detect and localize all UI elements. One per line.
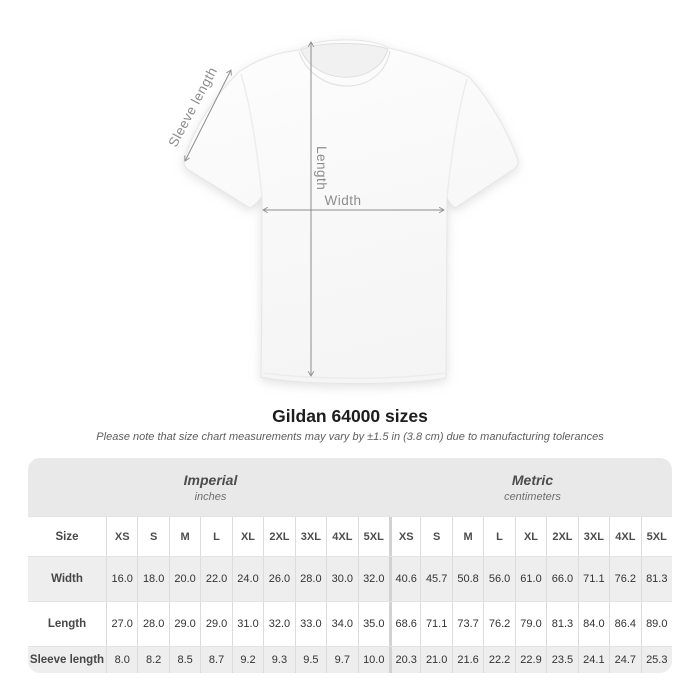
size-header-imperial: S [137, 517, 168, 556]
value-cell-imperial: 22.0 [200, 557, 231, 601]
size-header-imperial: XS [106, 517, 137, 556]
value-cell-metric: 66.0 [546, 557, 577, 601]
value-cell-imperial: 8.7 [200, 647, 231, 673]
size-header-metric: 2XL [546, 517, 577, 556]
size-header-imperial: L [200, 517, 231, 556]
value-cell-metric: 22.2 [483, 647, 514, 673]
table-row-sleeve-length: Sleeve length 8.0 8.2 8.5 8.7 9.2 9.3 9.5 9.7 10.… [28, 646, 672, 673]
value-cell-metric: 20.3 [389, 647, 420, 673]
size-header-metric: S [420, 517, 451, 556]
value-cell-metric: 23.5 [546, 647, 577, 673]
value-cell-metric: 73.7 [451, 602, 483, 646]
imperial-header: Imperial inches [28, 458, 393, 516]
row-label: Sleeve length [29, 654, 105, 666]
size-header-metric: L [483, 517, 514, 556]
tshirt-illustration [183, 39, 519, 384]
value-cell-metric: 50.8 [451, 557, 483, 601]
size-header-metric: M [451, 517, 483, 556]
value-cell-metric: 25.3 [640, 647, 672, 673]
row-label: Width [51, 573, 83, 585]
value-cell-imperial: 8.0 [106, 647, 137, 673]
value-cell-imperial: 35.0 [357, 602, 389, 646]
value-cell-imperial: 32.0 [263, 602, 294, 646]
imperial-label: Imperial [183, 471, 238, 488]
value-cell-imperial: 32.0 [357, 557, 389, 601]
value-cell-imperial: 9.5 [294, 647, 326, 673]
value-cell-metric: 81.3 [640, 557, 672, 601]
size-header-imperial: XL [231, 517, 263, 556]
value-cell-metric: 89.0 [640, 602, 672, 646]
value-cell-imperial: 9.7 [326, 647, 357, 673]
size-header-metric: XS [389, 517, 420, 556]
size-header-metric: 4XL [609, 517, 640, 556]
page-subtitle: Please note that size chart measurements… [96, 431, 604, 443]
value-cell-imperial: 8.2 [137, 647, 168, 673]
size-header-imperial: 2XL [263, 517, 294, 556]
value-cell-imperial: 28.0 [137, 602, 168, 646]
value-cell-imperial: 20.0 [168, 557, 200, 601]
row-label: Length [47, 618, 87, 630]
value-cell-metric: 56.0 [483, 557, 514, 601]
value-cell-metric: 21.0 [420, 647, 451, 673]
value-cell-metric: 81.3 [546, 602, 577, 646]
value-cell-imperial: 9.2 [231, 647, 263, 673]
unit-header-row: Imperial inches Metric centimeters [28, 458, 672, 516]
value-cell-metric: 71.1 [420, 602, 451, 646]
value-cell-metric: 61.0 [514, 557, 546, 601]
value-cell-metric: 84.0 [577, 602, 609, 646]
imperial-unit: inches [194, 490, 227, 503]
size-header-row: Size XS S M L XL 2XL 3XL 4XL 5XL XS S M L XL 2XL 3XL 4XL 5… [28, 516, 672, 556]
sleeve-length-arrow [184, 69, 232, 162]
value-cell-metric: 24.7 [609, 647, 640, 673]
width-label: Width [324, 193, 361, 208]
value-cell-metric: 86.4 [609, 602, 640, 646]
value-cell-metric: 68.6 [389, 602, 420, 646]
value-cell-imperial: 28.0 [294, 557, 326, 601]
size-chart-table: Imperial inches Metric centimeters Size X… [28, 458, 672, 673]
value-cell-imperial: 9.3 [263, 647, 294, 673]
value-cell-metric: 22.9 [514, 647, 546, 673]
value-cell-imperial: 27.0 [106, 602, 137, 646]
size-header-imperial: 4XL [326, 517, 357, 556]
value-cell-imperial: 29.0 [200, 602, 231, 646]
value-cell-imperial: 8.5 [168, 647, 200, 673]
size-column-label: Size [55, 530, 79, 543]
tshirt-diagram: Sleeve length Length Width [165, 39, 519, 384]
value-cell-imperial: 10.0 [357, 647, 389, 673]
value-cell-imperial: 16.0 [106, 557, 137, 601]
value-cell-metric: 45.7 [420, 557, 451, 601]
size-header-imperial: 3XL [294, 517, 326, 556]
value-cell-metric: 79.0 [514, 602, 546, 646]
value-cell-imperial: 26.0 [263, 557, 294, 601]
table-row-length: Length 27.0 28.0 29.0 29.0 31.0 32.0 33.0 34.0 35… [28, 601, 672, 646]
value-cell-metric: 71.1 [577, 557, 609, 601]
value-cell-metric: 24.1 [577, 647, 609, 673]
value-cell-imperial: 31.0 [231, 602, 263, 646]
value-cell-metric: 21.6 [451, 647, 483, 673]
value-cell-metric: 76.2 [609, 557, 640, 601]
size-header-metric: 3XL [577, 517, 609, 556]
size-header-metric: XL [514, 517, 546, 556]
metric-unit: centimeters [504, 490, 561, 503]
value-cell-metric: 76.2 [483, 602, 514, 646]
value-cell-imperial: 29.0 [168, 602, 200, 646]
metric-header: Metric centimeters [393, 458, 672, 516]
size-header-metric: 5XL [640, 517, 672, 556]
value-cell-imperial: 30.0 [326, 557, 357, 601]
value-cell-imperial: 24.0 [231, 557, 263, 601]
size-header-imperial: M [168, 517, 200, 556]
value-cell-imperial: 34.0 [326, 602, 357, 646]
value-cell-imperial: 18.0 [137, 557, 168, 601]
metric-label: Metric [511, 471, 554, 488]
length-label: Length [314, 146, 329, 190]
collar [300, 43, 389, 78]
size-header-imperial: 5XL [357, 517, 389, 556]
table-row-width: Width 16.0 18.0 20.0 22.0 24.0 26.0 28.0 30.0 32.… [28, 556, 672, 601]
value-cell-metric: 40.6 [389, 557, 420, 601]
value-cell-imperial: 33.0 [294, 602, 326, 646]
page-title: Gildan 64000 sizes [272, 406, 428, 426]
